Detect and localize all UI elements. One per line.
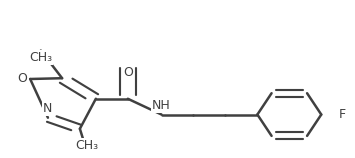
Text: CH₃: CH₃ [75, 139, 99, 152]
Text: NH: NH [152, 99, 171, 112]
Text: CH₃: CH₃ [29, 51, 53, 64]
Text: O: O [123, 66, 133, 79]
Text: N: N [43, 102, 53, 115]
Text: O: O [17, 73, 27, 85]
Text: F: F [338, 108, 345, 121]
